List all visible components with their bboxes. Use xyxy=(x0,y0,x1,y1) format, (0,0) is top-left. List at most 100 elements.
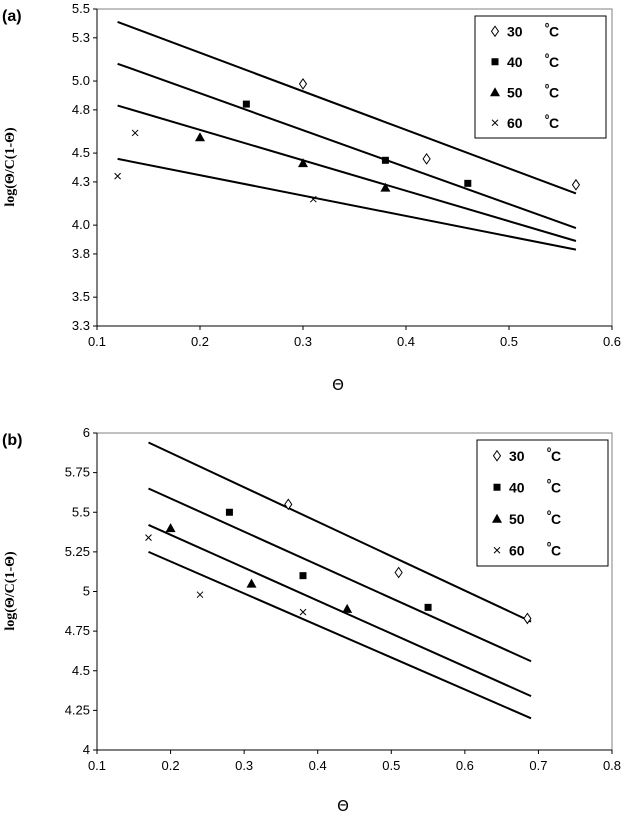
y-tick-label: 5.75 xyxy=(65,465,90,480)
legend-unit: ⁰C xyxy=(545,53,559,70)
legend-marker xyxy=(492,513,502,523)
x-tick-label: 0.6 xyxy=(603,334,621,349)
series-60 xyxy=(145,534,532,720)
fit-line xyxy=(148,487,532,663)
legend-label: 60 xyxy=(507,115,523,131)
y-tick-label: 5.0 xyxy=(72,73,90,88)
x-tick-label: 0.2 xyxy=(191,334,209,349)
legend-label: 50 xyxy=(509,511,525,527)
y-tick-label: 4.3 xyxy=(72,174,90,189)
legend-box xyxy=(476,439,609,567)
legend-unit: ⁰C xyxy=(547,478,561,495)
data-point xyxy=(284,498,293,511)
panel-label: (b) xyxy=(2,432,22,449)
legend-label: 60 xyxy=(509,542,525,558)
x-tick-label: 0.5 xyxy=(500,334,518,349)
y-tick-label: 4.25 xyxy=(65,702,90,717)
data-point xyxy=(464,179,472,187)
data-point xyxy=(114,172,121,180)
y-tick-label: 4.5 xyxy=(72,663,90,678)
legend-marker xyxy=(491,58,499,66)
x-tick-label: 0.3 xyxy=(235,758,253,773)
x-tick-label: 0.1 xyxy=(88,334,106,349)
legend-marker xyxy=(493,546,501,554)
legend-unit: ⁰C xyxy=(547,447,561,464)
y-tick-label: 4.75 xyxy=(65,623,90,638)
y-tick-label: 5.25 xyxy=(65,544,90,559)
legend-unit: ⁰C xyxy=(547,510,561,527)
fit-line xyxy=(117,157,577,251)
y-tick-label: 4 xyxy=(83,742,90,757)
fit-line xyxy=(148,524,532,698)
x-tick-label: 0.7 xyxy=(529,758,547,773)
data-point xyxy=(571,178,581,191)
data-point xyxy=(298,158,308,168)
data-point xyxy=(299,608,307,616)
data-point xyxy=(298,78,308,90)
y-tick-label: 5 xyxy=(83,584,90,599)
x-tick-label: 0.8 xyxy=(603,758,621,773)
y-tick-label: 4.0 xyxy=(72,217,90,232)
fit-line xyxy=(117,21,577,195)
y-axis-label: log(Θ/C(1-Θ) xyxy=(3,127,18,207)
legend-unit: ⁰C xyxy=(545,114,559,131)
y-tick-label: 5.5 xyxy=(72,504,90,519)
x-tick-label: 0.3 xyxy=(294,334,312,349)
fit-line xyxy=(148,441,532,623)
x-axis-label: Θ xyxy=(337,797,349,815)
data-point xyxy=(299,572,307,580)
data-point xyxy=(342,603,353,613)
data-point xyxy=(195,132,205,142)
series-50 xyxy=(117,104,577,242)
legend: 30 ⁰C 40 ⁰C 50 ⁰C 60 ⁰C xyxy=(476,439,609,567)
legend-unit: ⁰C xyxy=(545,83,559,100)
x-tick-label: 0.4 xyxy=(397,334,415,349)
legend-marker xyxy=(490,87,500,97)
x-tick-label: 0.5 xyxy=(382,758,400,773)
data-point xyxy=(381,156,389,164)
data-point xyxy=(246,578,257,588)
legend-marker xyxy=(491,119,499,127)
data-point xyxy=(196,591,204,599)
data-point xyxy=(131,129,139,137)
y-tick-label: 6 xyxy=(83,425,90,440)
legend-unit: ⁰C xyxy=(547,541,561,558)
fit-line xyxy=(117,104,577,242)
data-point xyxy=(165,523,176,533)
x-tick-label: 0.6 xyxy=(456,758,474,773)
legend-label: 50 xyxy=(507,84,523,100)
y-tick-label: 5.3 xyxy=(72,30,90,45)
y-axis-label: log(Θ/C(1-Θ) xyxy=(3,551,18,631)
series-30 xyxy=(148,441,532,625)
data-point xyxy=(145,534,152,541)
y-tick-label: 5.5 xyxy=(72,1,90,16)
legend-marker xyxy=(492,449,502,462)
data-point xyxy=(225,508,233,516)
data-point xyxy=(242,100,250,108)
legend-label: 40 xyxy=(509,479,525,495)
series-60 xyxy=(114,129,577,251)
data-point xyxy=(424,603,432,611)
y-tick-label: 4.8 xyxy=(72,102,90,117)
legend-label: 30 xyxy=(507,23,523,39)
chart-panel-a: 3.3 3.5 3.8 4.0 4.3 4.5 4.8 5.0 5.3 5.5 0.1 0.2 0.3 0… xyxy=(2,1,621,394)
fit-line xyxy=(148,550,532,720)
data-point xyxy=(380,182,391,192)
y-tick-label: 3.3 xyxy=(72,318,90,333)
legend-unit: ⁰C xyxy=(545,22,559,39)
series-40 xyxy=(148,487,532,663)
y-tick-label: 3.5 xyxy=(72,289,90,304)
data-point xyxy=(523,612,532,625)
chart-panel-b: 4 4.25 4.5 4.75 5 5.25 5.5 5.75 6 0.1 0.2 0.3 0.4 0.5… xyxy=(2,425,621,815)
legend-label: 30 xyxy=(509,448,525,464)
data-point xyxy=(422,152,431,165)
x-tick-label: 0.2 xyxy=(162,758,180,773)
data-point xyxy=(309,195,317,203)
legend-label: 40 xyxy=(507,54,523,70)
x-tick-label: 0.1 xyxy=(88,758,106,773)
panel-label: (a) xyxy=(2,8,22,25)
series-30 xyxy=(117,21,581,195)
x-tick-label: 0.4 xyxy=(309,758,327,773)
legend-marker xyxy=(493,483,501,491)
